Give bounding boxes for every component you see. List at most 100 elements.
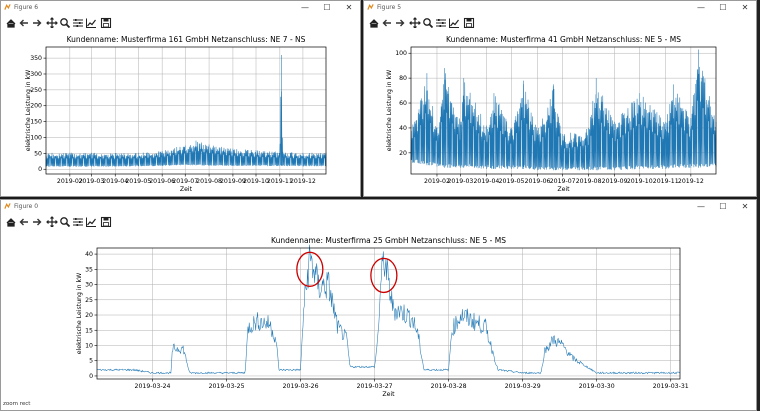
data-series-line <box>96 244 681 375</box>
x-tick-label: 2019-08 <box>576 178 602 185</box>
forward-arrow-icon <box>33 19 42 27</box>
edit-axis-button[interactable] <box>85 213 98 227</box>
minimize-button[interactable]: — <box>697 202 705 211</box>
y-tick-label: 100 <box>395 50 407 57</box>
home-icon <box>6 19 16 28</box>
x-tick-label: 2019-04 <box>473 178 499 185</box>
y-axis-label: elektrische Leistung in kW <box>25 70 32 152</box>
y-tick-label: 300 <box>30 71 42 78</box>
x-axis-label: Zeit <box>382 391 395 398</box>
y-tick-label: 35 <box>85 266 93 273</box>
minimize-button[interactable]: — <box>301 3 309 12</box>
save-button[interactable] <box>100 14 113 29</box>
back-arrow-button[interactable] <box>18 213 31 227</box>
home-button[interactable] <box>5 14 18 28</box>
window-title-bar: Figure 5 — ☐ ✕ <box>364 1 756 14</box>
maximize-button[interactable]: ☐ <box>323 3 331 12</box>
x-tick-label: 2019-04 <box>102 178 128 185</box>
window-title: Figure 5 <box>377 4 402 11</box>
configure-subplots-icon <box>73 19 83 27</box>
configure-subplots-button[interactable] <box>72 14 85 28</box>
x-tick-label: 2019-09 <box>220 178 246 185</box>
x-tick-label: 2019-12 <box>290 178 316 185</box>
x-tick-label: 2019-03-26 <box>283 383 319 390</box>
forward-arrow-icon <box>33 218 42 226</box>
x-tick-label: 2019-02 <box>424 178 450 185</box>
annotation-circle <box>370 257 398 294</box>
y-tick-label: 60 <box>399 100 407 107</box>
figure-window-3: Figure 0 — ☐ ✕ Kundenname: Musterfirma 2… <box>0 199 757 411</box>
matplotlib-app-icon <box>4 202 11 209</box>
edit-axis-icon <box>86 18 96 28</box>
pan-button[interactable] <box>46 213 59 228</box>
chart-title: Kundenname: Musterfirma 161 GmbH Netzans… <box>67 35 306 44</box>
y-tick-label: 40 <box>85 251 93 258</box>
edit-axis-button[interactable] <box>85 14 98 28</box>
chart-title: Kundenname: Musterfirma 25 GmbH Netzansc… <box>271 236 506 245</box>
home-icon <box>369 19 379 28</box>
x-tick-label: 2019-08 <box>196 178 222 185</box>
save-button[interactable] <box>100 213 113 228</box>
y-axis-label: elektrische Leistung in kW <box>386 70 393 152</box>
y-tick-label: 25 <box>85 297 93 304</box>
zoom-button[interactable] <box>422 14 435 29</box>
home-button[interactable] <box>5 213 18 227</box>
forward-arrow-button[interactable] <box>31 213 44 227</box>
x-tick-label: 2019-02 <box>57 178 83 185</box>
chart-title: Kundenname: Musterfirma 41 GmbH Netzansc… <box>446 35 681 44</box>
y-tick-label: 20 <box>399 150 407 157</box>
y-tick-label: 50 <box>34 150 42 157</box>
x-tick-label: 2019-07 <box>550 178 576 185</box>
x-tick-label: 2019-06 <box>149 178 175 185</box>
minimize-button[interactable]: — <box>697 3 705 12</box>
x-tick-label: 2019-03-24 <box>135 383 171 390</box>
x-tick-label: 2019-03-28 <box>431 383 467 390</box>
zoom-button[interactable] <box>59 213 72 228</box>
forward-arrow-button[interactable] <box>31 14 44 28</box>
plot-area[interactable]: Kundenname: Musterfirma 41 GmbH Netzansc… <box>364 28 756 196</box>
x-tick-label: 2019-05 <box>125 178 151 185</box>
plot-area[interactable]: Kundenname: Musterfirma 25 GmbH Netzansc… <box>1 227 756 401</box>
window-title: Figure 0 <box>14 203 39 210</box>
close-button[interactable]: ✕ <box>741 202 749 211</box>
y-tick-label: 200 <box>30 103 42 110</box>
zoom-button[interactable] <box>59 14 72 29</box>
forward-arrow-button[interactable] <box>394 14 407 28</box>
edit-axis-icon <box>449 18 459 28</box>
matplotlib-app-icon <box>367 3 374 10</box>
x-tick-label: 2019-03-29 <box>505 383 541 390</box>
maximize-button[interactable]: ☐ <box>719 3 727 12</box>
y-tick-label: 10 <box>85 342 93 349</box>
edit-axis-button[interactable] <box>448 14 461 28</box>
desktop-edge <box>757 0 760 411</box>
y-tick-label: 0 <box>38 166 42 173</box>
y-tick-label: 5 <box>89 358 93 365</box>
status-bar: zoom rect <box>3 401 31 407</box>
back-arrow-button[interactable] <box>381 14 394 28</box>
pan-button[interactable] <box>46 14 59 29</box>
x-tick-label: 2019-03-31 <box>653 383 689 390</box>
x-axis-label: Zeit <box>180 186 193 193</box>
home-icon <box>6 218 16 227</box>
x-tick-label: 2019-10 <box>627 178 653 185</box>
configure-subplots-icon <box>73 218 83 226</box>
close-button[interactable]: ✕ <box>741 3 749 12</box>
axes-frame <box>410 46 717 175</box>
maximize-button[interactable]: ☐ <box>719 202 727 211</box>
y-tick-label: 80 <box>399 75 407 82</box>
plot-area[interactable]: Kundenname: Musterfirma 161 GmbH Netzans… <box>1 28 360 196</box>
x-tick-label: 2019-03-25 <box>209 383 245 390</box>
back-arrow-button[interactable] <box>18 14 31 28</box>
home-button[interactable] <box>368 14 381 28</box>
configure-subplots-button[interactable] <box>72 213 85 227</box>
y-tick-label: 250 <box>30 87 42 94</box>
close-button[interactable]: ✕ <box>345 3 353 12</box>
data-series-line <box>410 49 717 171</box>
y-tick-label: 40 <box>399 125 407 132</box>
save-button[interactable] <box>463 14 476 29</box>
pan-button[interactable] <box>409 14 422 29</box>
save-icon <box>100 17 112 29</box>
x-tick-label: 2019-03-30 <box>579 383 615 390</box>
window-title-bar: Figure 0 — ☐ ✕ <box>1 200 756 213</box>
configure-subplots-button[interactable] <box>435 14 448 28</box>
